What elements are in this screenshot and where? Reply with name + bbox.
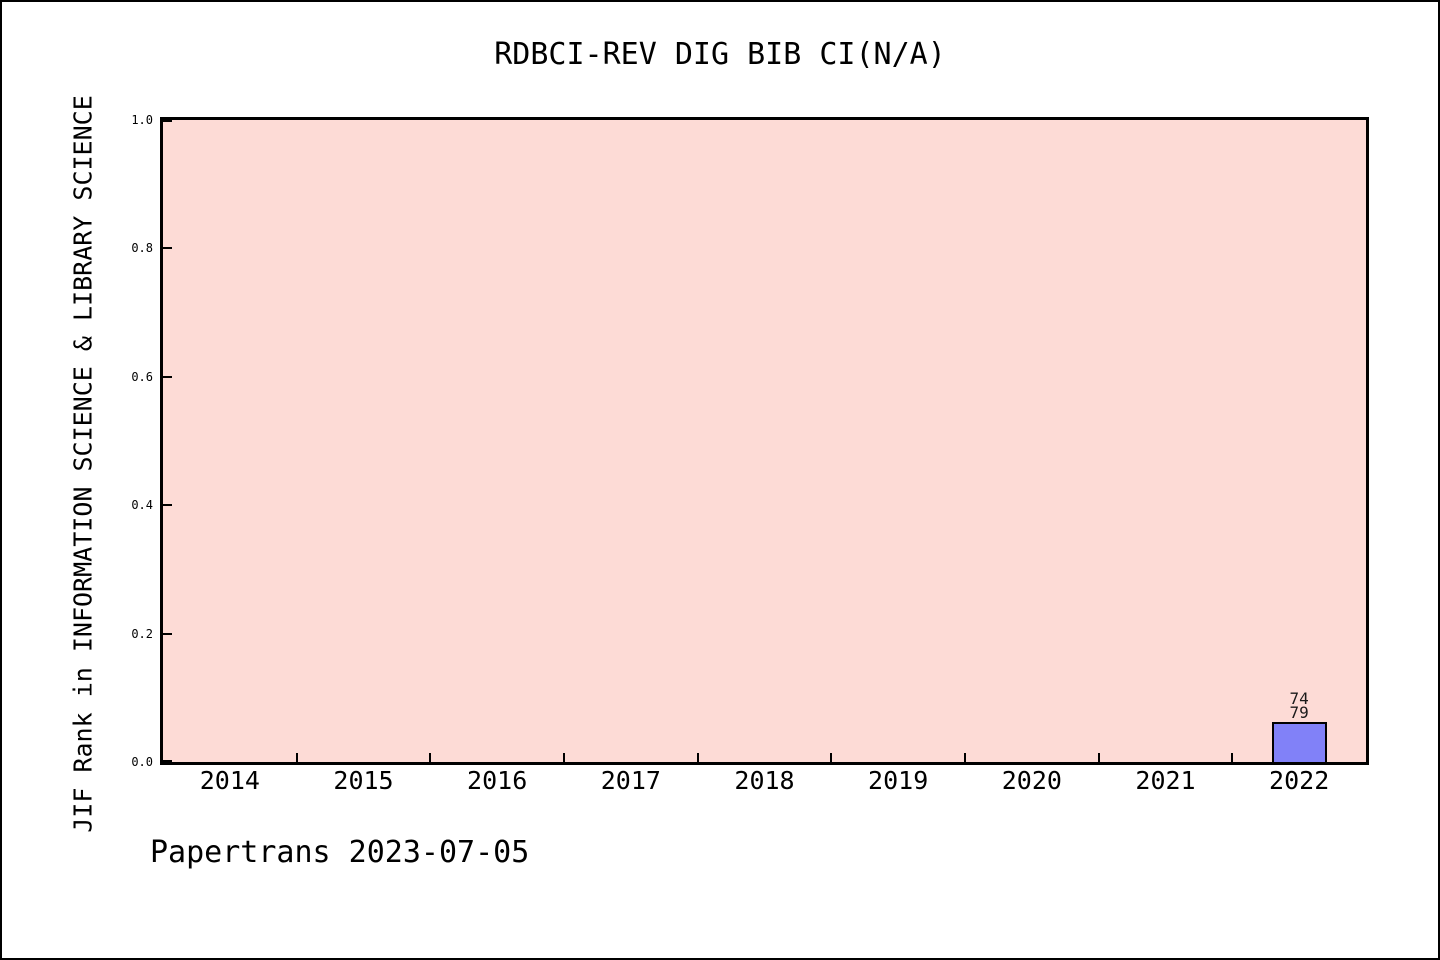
x-axis-tick xyxy=(429,753,432,762)
bar-value-labels: 74 79 xyxy=(1289,689,1309,722)
x-axis-tick xyxy=(295,753,298,762)
x-tick-label: 2022 xyxy=(1269,766,1330,795)
y-tick-label: 0.0 xyxy=(131,755,153,769)
bar-2022 xyxy=(1271,722,1327,762)
y-tick-label: 1.0 xyxy=(131,113,153,127)
y-axis-tick xyxy=(163,632,172,635)
footer-text: Papertrans 2023-07-05 xyxy=(150,835,530,870)
y-axis-tick xyxy=(163,375,172,378)
x-tick-label: 2014 xyxy=(199,766,260,795)
y-tick-label: 0.2 xyxy=(131,626,153,641)
x-tick-label: 2021 xyxy=(1135,766,1196,795)
x-tick-label: 2016 xyxy=(467,766,528,795)
chart-title: RDBCI-REV DIG BIB CI(N/A) xyxy=(494,37,946,72)
x-axis-tick xyxy=(563,753,565,762)
bar-value-label: 74 xyxy=(1289,689,1309,708)
x-tick-label: 2018 xyxy=(734,766,795,795)
y-tick-label: 0.8 xyxy=(131,241,153,256)
x-axis-tick xyxy=(830,753,833,762)
y-tick-label: 0.6 xyxy=(131,369,153,384)
x-axis-tick xyxy=(696,753,699,762)
x-tick-label: 2015 xyxy=(333,766,394,795)
bar-value-label: 79 xyxy=(1289,703,1309,722)
plot-area: 2014 2015 2016 2017 2018 2019 2020 2021 2022 0.0 0… xyxy=(131,114,1369,793)
x-tick-label: 2019 xyxy=(868,766,929,795)
x-axis-tick xyxy=(1231,753,1234,762)
x-tick-label: 2020 xyxy=(1001,766,1062,795)
x-tick-label: 2017 xyxy=(600,766,661,795)
x-axis-tick xyxy=(964,753,966,762)
y-axis-tick xyxy=(163,760,172,762)
y-axis-tick xyxy=(163,120,172,122)
x-axis-tick xyxy=(1097,753,1100,762)
y-axis-tick xyxy=(163,247,172,250)
y-axis-label: JIF Rank in INFORMATION SCIENCE & LIBRAR… xyxy=(68,95,98,833)
y-axis-tick xyxy=(163,504,172,507)
y-tick-label: 0.4 xyxy=(131,498,153,513)
